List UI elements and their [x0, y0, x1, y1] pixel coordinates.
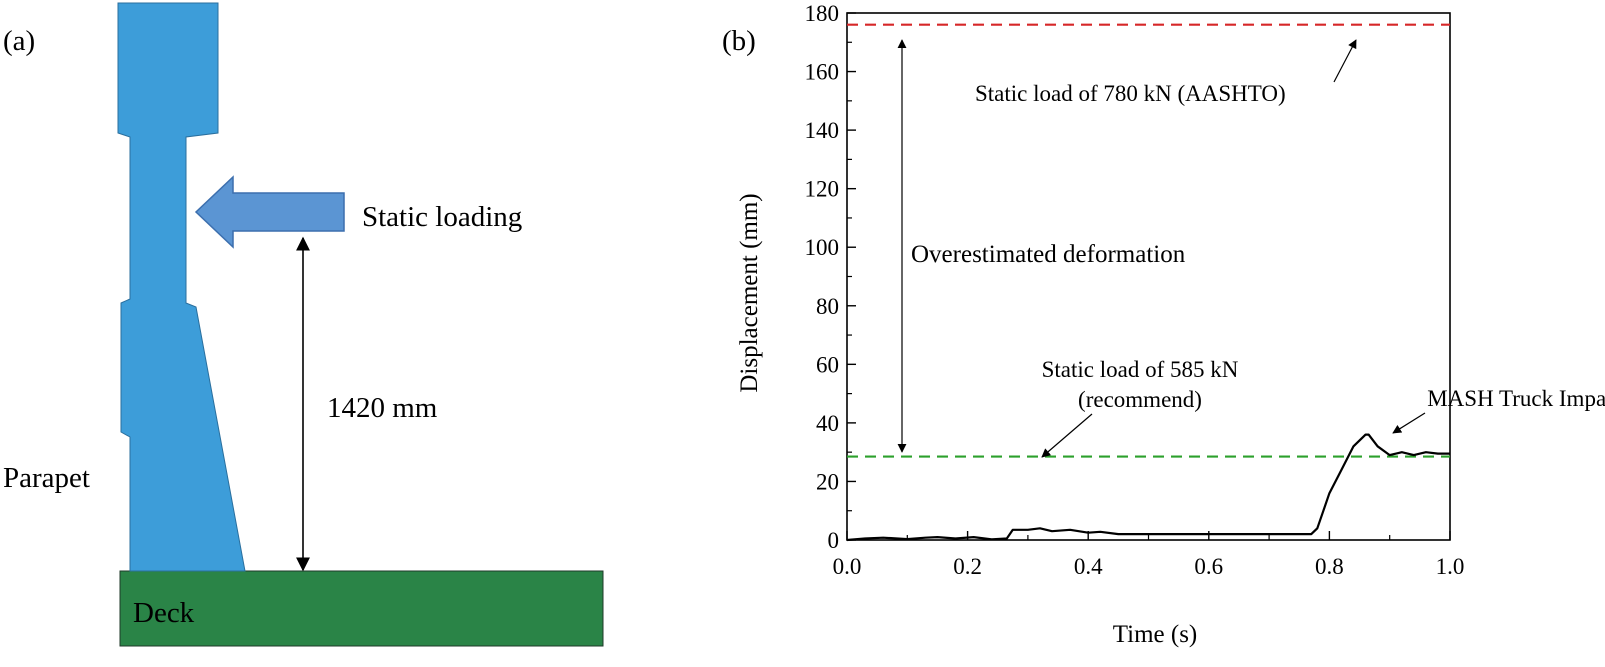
annotation-aashto-pointer [1333, 39, 1357, 83]
panel-a: (a) Deck Parapet Static loading 1420 mm [3, 2, 604, 647]
y-tick-label: 20 [816, 469, 839, 494]
annotation-585-line2: (recommend) [1078, 387, 1202, 412]
static-loading-label: Static loading [362, 201, 522, 233]
annotation-mash-pointer [1392, 412, 1426, 434]
reference-lines [847, 23, 1450, 458]
x-tick-label: 0.0 [833, 554, 862, 579]
y-tick-label: 100 [805, 235, 840, 260]
dimension-label: 1420 mm [327, 392, 438, 424]
panel-b: (b) 0 20 40 60 80 100 120 140 160 180 0.0 0.2 0.4 0.6… [722, 1, 1605, 648]
y-axis-title: Displacement (mm) [736, 193, 763, 392]
y-tick-label: 80 [816, 294, 839, 319]
parapet-shape [117, 2, 246, 572]
x-tick-label: 0.4 [1074, 554, 1103, 579]
x-tick-label: 0.2 [953, 554, 982, 579]
y-tick-label: 120 [805, 177, 840, 202]
series-line-mash [846, 433, 1450, 542]
deck-slab [119, 570, 604, 647]
annotation-585-line1: Static load of 585 kN [1042, 357, 1239, 382]
annotation-mash: MASH Truck Impact [1427, 386, 1605, 411]
y-tick-label: 60 [816, 352, 839, 377]
series-group [846, 433, 1450, 542]
y-tick-label: 40 [816, 411, 839, 436]
static-loading-arrow [194, 175, 345, 249]
y-tick-label: 0 [828, 528, 840, 553]
annotation-aashto: Static load of 780 kN (AASHTO) [975, 81, 1286, 106]
deck-label: Deck [133, 597, 195, 629]
x-tick-label: 1.0 [1436, 554, 1465, 579]
panel-b-label: (b) [722, 25, 756, 57]
annotation-overestimated: Overestimated deformation [911, 241, 1186, 268]
x-tick-label: 0.6 [1194, 554, 1223, 579]
x-axis-title: Time (s) [1113, 621, 1198, 648]
y-tick-label: 180 [805, 1, 840, 26]
parapet-label: Parapet [3, 462, 90, 494]
plot-axes: 0 20 40 60 80 100 120 140 160 180 0.0 0.2 0.4 0.6 0.8 1… [805, 1, 1465, 579]
annotation-585-pointer [1041, 413, 1093, 458]
y-tick-label: 160 [805, 60, 840, 85]
y-tick-label: 140 [805, 118, 840, 143]
x-tick-label: 0.8 [1315, 554, 1344, 579]
panel-a-label: (a) [3, 25, 35, 57]
